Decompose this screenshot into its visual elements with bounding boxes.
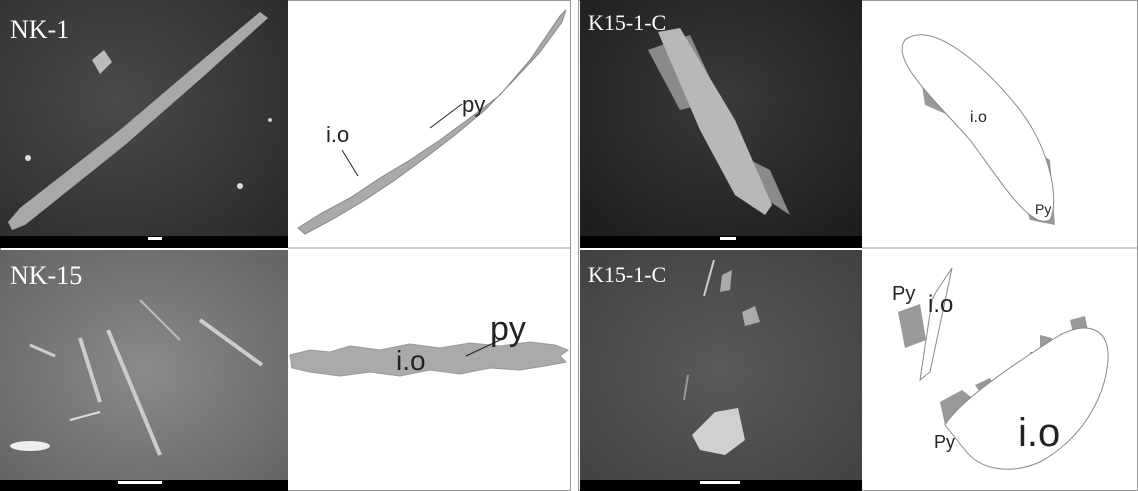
annotation: py [462,92,485,117]
annotation: i.o [396,345,426,376]
sketch: i.o py [289,310,570,377]
annotation: i.o [928,291,953,318]
sketch: i.o Py [901,34,1055,225]
annotation: i.o [326,122,349,147]
sketch: Py i.o Py i.o [892,267,1109,470]
panel-label: NK-1 [10,15,69,44]
panel-label: K15-1-C [588,262,666,287]
annotation: i.o [970,109,987,126]
annotation: Py [1035,201,1051,217]
panel-label: NK-15 [10,261,82,290]
annotation: Py [934,432,955,452]
annotation: i.o [1018,411,1060,455]
sketch: py i.o [297,9,567,235]
panel-label: K15-1-C [588,10,666,35]
sem-image: NK-1 [0,0,288,248]
sem-image: NK-15 [0,250,288,491]
sem-image: K15-1-C [580,0,862,248]
sem-image: K15-1-C [580,250,862,491]
annotation: Py [892,283,915,305]
